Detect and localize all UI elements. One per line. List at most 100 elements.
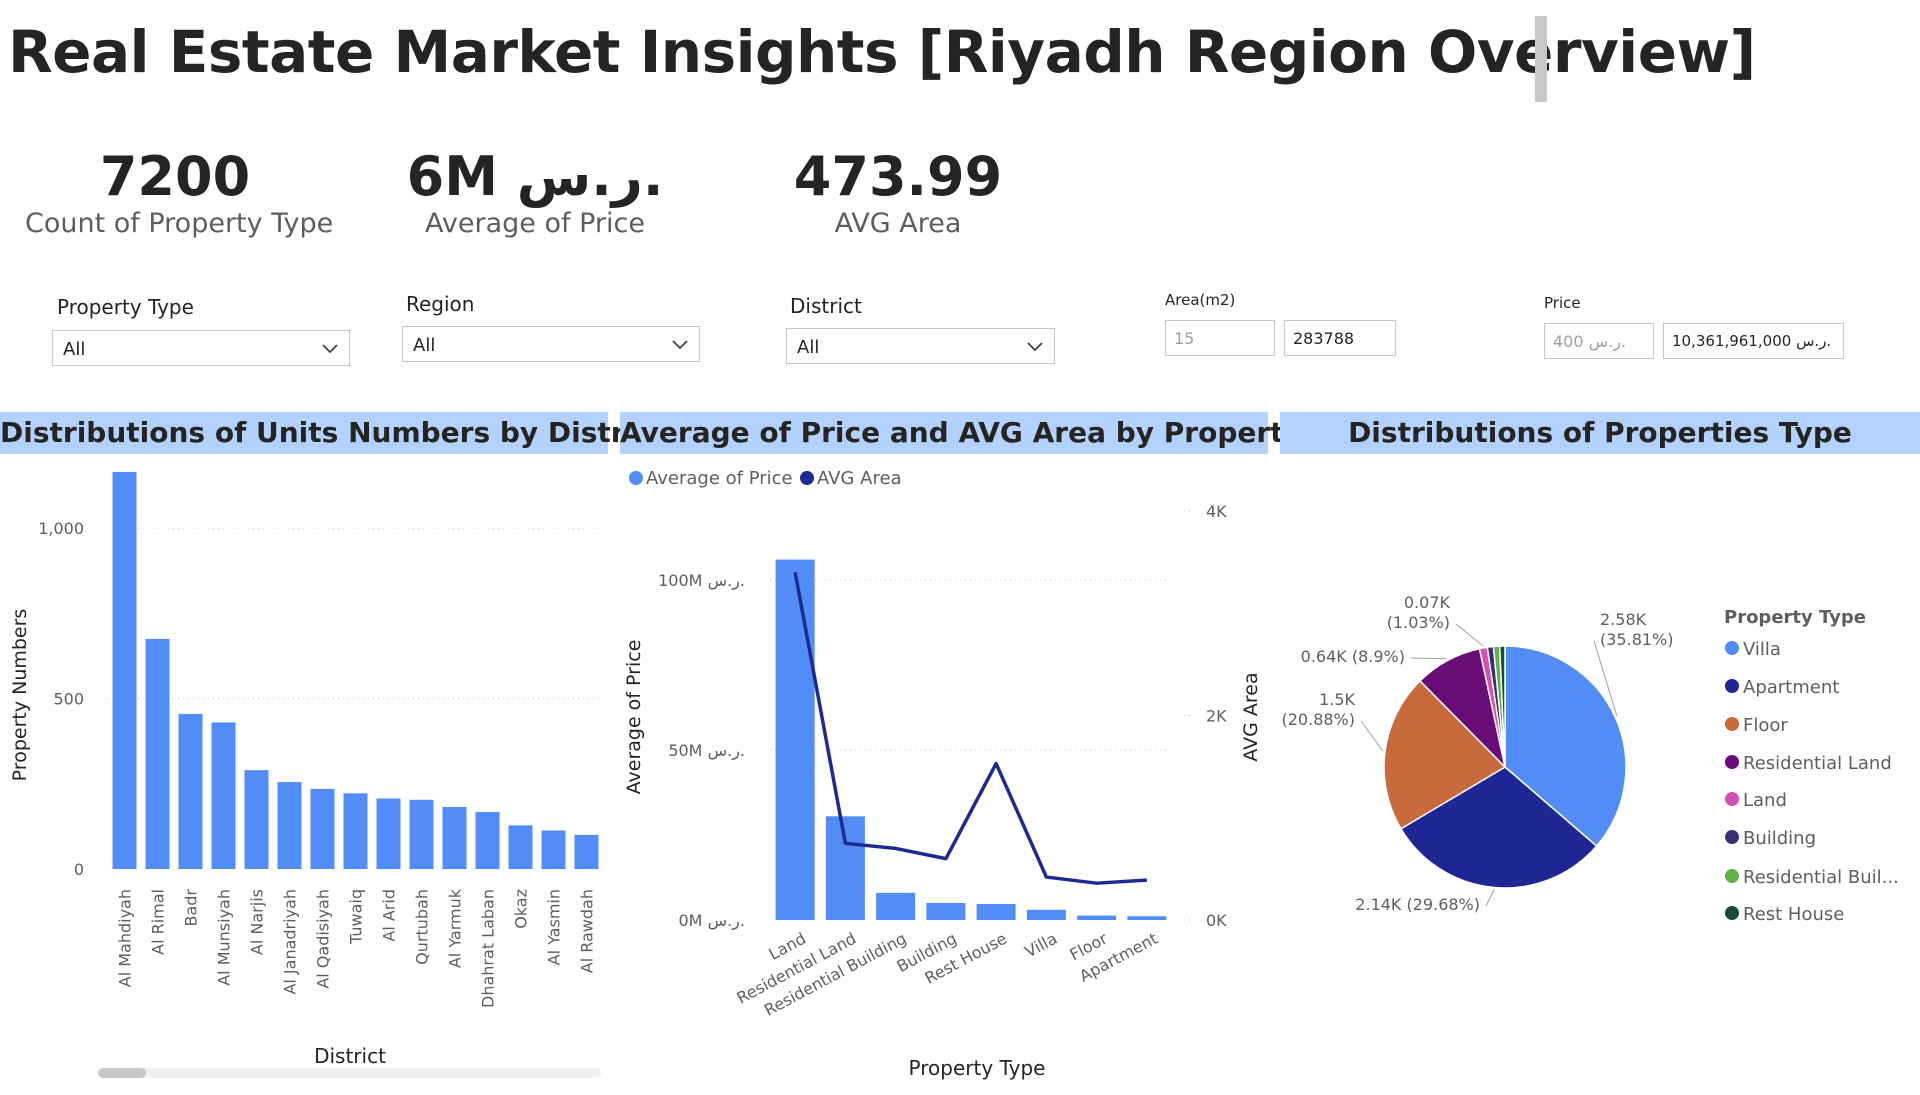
- legend-marker: [1725, 679, 1739, 693]
- legend-marker: [1725, 792, 1739, 806]
- pie-leader-line: [1455, 623, 1484, 647]
- slicer-property-type-value: All: [63, 339, 86, 360]
- legend-marker: [1725, 717, 1739, 731]
- types-chart-header: Distributions of Properties Type: [1280, 412, 1920, 454]
- slicer-district-value: All: [797, 337, 820, 358]
- district-bar: [409, 799, 434, 869]
- x-tick-label: Okaz: [512, 889, 531, 929]
- kpi-card-count: 7200 Count of Property Type: [25, 145, 334, 239]
- x-tick-label: Al Rimal: [149, 889, 168, 955]
- slicer-region-value: All: [413, 335, 436, 356]
- kpi-card-avg-area: 473.99 AVG Area: [748, 145, 1048, 239]
- kpi-price-value: 6M ر.س.: [406, 145, 664, 208]
- slicer-region-dropdown[interactable]: All: [402, 326, 700, 362]
- district-bar: [376, 798, 401, 869]
- district-bar: [574, 834, 599, 869]
- legend-label: Land: [1743, 790, 1787, 811]
- slicer-district-title: District: [790, 294, 862, 318]
- price-bar: [1127, 916, 1167, 920]
- legend-marker: [1725, 869, 1739, 883]
- legend-label: Apartment: [1743, 677, 1839, 698]
- x-tick-label: Qurtubah: [413, 889, 432, 965]
- price-bar: [976, 904, 1016, 920]
- chevron-down-icon: [322, 344, 338, 354]
- x-tick-label: Al Rawdah: [578, 889, 597, 973]
- price-bar: [825, 816, 865, 920]
- legend-label-area: AVG Area: [817, 468, 902, 489]
- x-tick-label: Al Narjis: [248, 889, 267, 955]
- kpi-count-value: 7200: [99, 145, 251, 208]
- y-tick-label: 1,000: [38, 519, 84, 538]
- kpi-price-label: Average of Price: [425, 208, 645, 239]
- x-axis-title: Property Type: [909, 1056, 1046, 1080]
- slicer-area-title: Area(m2): [1165, 291, 1236, 309]
- pie-data-label: 2.58K (35.81%): [1600, 610, 1674, 649]
- pie-data-label: 0.07K (1.03%): [1387, 593, 1451, 632]
- pie-leader-line: [1593, 640, 1618, 716]
- district-bar: [310, 788, 335, 869]
- y-tick-label: 500: [53, 690, 84, 709]
- legend-marker: [1725, 830, 1739, 844]
- district-bar: [475, 812, 500, 869]
- district-bar: [112, 471, 137, 869]
- pie-leader-line: [1410, 657, 1447, 660]
- district-chart-header: Distributions of Units Numbers by Distri…: [0, 412, 664, 454]
- y-axis-title-right: AVG Area: [1240, 672, 1262, 761]
- slicer-property-type-dropdown[interactable]: All: [52, 330, 350, 366]
- district-bar: [211, 722, 236, 869]
- price-bar: [1026, 909, 1066, 920]
- district-bar: [508, 825, 533, 869]
- kpi-area-label: AVG Area: [834, 208, 962, 239]
- x-tick-label: Al Mahdiyah: [116, 889, 135, 987]
- slicer-district-dropdown[interactable]: All: [786, 328, 1055, 364]
- price-area-chart-header: Average of Price and AVG Area by Propert…: [620, 412, 1385, 454]
- x-tick-label: Tuwaiq: [347, 889, 366, 945]
- y-axis-title: Property Numbers: [9, 609, 31, 782]
- pie-leader-line: [1360, 720, 1384, 752]
- legend-label: Rest House: [1743, 904, 1844, 925]
- district-bar: [442, 806, 467, 869]
- price-max-input[interactable]: 10,361,961,000 ر.س.: [1663, 323, 1844, 359]
- district-bar: [244, 770, 269, 869]
- property-type-pie-chart: 2.58K (35.81%) 2.14K (29.68%) 1.5K (20.88%) 0…: [1282, 593, 1899, 925]
- legend-label: Residential Buil...: [1743, 867, 1899, 888]
- district-bar: [145, 638, 170, 869]
- y-tick-label-right: 2K: [1206, 707, 1227, 726]
- legend-marker: [1725, 906, 1739, 920]
- kpi-card-avg-price: 6M ر.س. Average of Price: [385, 145, 685, 239]
- kpi-count-label: Count of Property Type: [25, 208, 334, 239]
- pie-data-label: 0.64K (8.9%): [1301, 647, 1405, 666]
- legend-marker-area: [800, 471, 814, 485]
- x-tick-label: Al Yasmin: [545, 889, 564, 965]
- avg-area-line: [793, 572, 1147, 885]
- x-tick-label: Al Arid: [380, 889, 399, 942]
- scrollbar-thumb[interactable]: [98, 1068, 146, 1078]
- legend-marker: [1725, 641, 1739, 655]
- y-tick-label: 0: [74, 860, 84, 879]
- kpi-area-value: 473.99: [793, 145, 1003, 208]
- x-axis-title: District: [314, 1044, 386, 1068]
- x-tick-label: Al Yarmuk: [446, 888, 465, 968]
- page-title: Real Estate Market Insights [Riyadh Regi…: [8, 18, 1756, 86]
- legend-label: Floor: [1743, 715, 1788, 736]
- district-bar-chart: 0 500 1,000 Al Mahdiyah Al Rimal Badr Al Munsi…: [9, 471, 603, 1078]
- y-tick-label-right: 0K: [1206, 911, 1227, 930]
- legend-marker-price: [629, 471, 643, 485]
- title-divider: [1535, 16, 1547, 102]
- legend-label: Residential Land: [1743, 753, 1892, 774]
- area-max-input[interactable]: 283788: [1284, 320, 1396, 356]
- price-bar: [1077, 915, 1117, 920]
- price-area-combo-chart: 0M ر.س.50M ر.س.100M ر.س.0K2K4KLandReside…: [623, 468, 1262, 1080]
- x-tick-label: Dhahrat Laban: [479, 889, 498, 1008]
- price-min-input[interactable]: 400 ر.س.: [1544, 323, 1654, 359]
- x-tick-label: Al Qadisiyah: [314, 889, 333, 989]
- area-min-input[interactable]: 15: [1165, 320, 1275, 356]
- pie-slice: [1383, 679, 1507, 830]
- pie-slice: [1498, 645, 1506, 768]
- slicer-property-type-title: Property Type: [57, 295, 194, 319]
- district-bar: [343, 793, 368, 869]
- district-bar: [277, 782, 302, 869]
- legend-label: Building: [1743, 828, 1816, 849]
- legend-label-price: Average of Price: [646, 468, 793, 489]
- slicer-region-title: Region: [406, 292, 475, 316]
